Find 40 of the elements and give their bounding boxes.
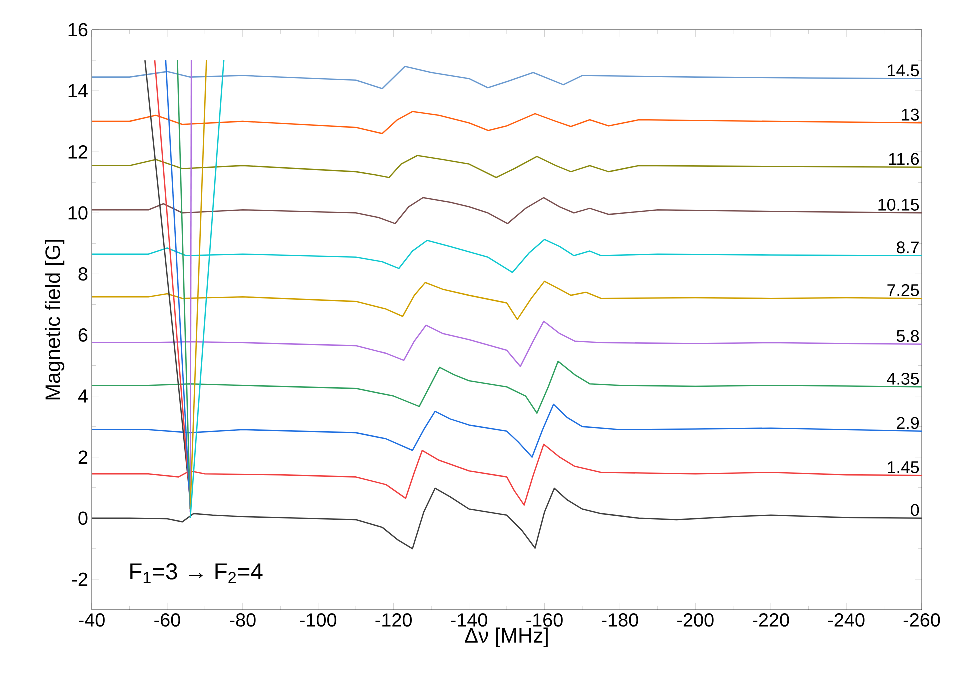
x-tick-label: -80 bbox=[230, 614, 256, 627]
series-label: 7.25 bbox=[888, 284, 920, 296]
series-label: 2.9 bbox=[897, 417, 920, 430]
x-tick-label: -260 bbox=[904, 614, 940, 627]
annotation: F$_{1}$=3 → F$_{2}$=4 bbox=[130, 564, 263, 584]
x-tick-label: -220 bbox=[752, 614, 790, 627]
series-label: 0 bbox=[911, 504, 920, 516]
y-tick-label: 8 bbox=[78, 267, 88, 281]
series-label: 1.45 bbox=[888, 462, 920, 474]
y-tick-label: 4 bbox=[78, 390, 88, 403]
series-label: 4.35 bbox=[887, 372, 920, 385]
x-tick-label: -140 bbox=[451, 614, 488, 627]
x-tick-label: -60 bbox=[154, 614, 180, 627]
x-tick-label: -40 bbox=[79, 614, 105, 627]
line-series bbox=[92, 488, 922, 550]
x-tick-label: -120 bbox=[376, 614, 412, 627]
x-axis-title: Δν [MHz] bbox=[465, 628, 548, 648]
series-label: 13 bbox=[902, 108, 920, 121]
x-tick-label: -160 bbox=[526, 614, 563, 627]
x-tick-label: -100 bbox=[300, 614, 337, 627]
y-tick-label: 0 bbox=[78, 512, 88, 526]
series-label: 11.6 bbox=[889, 153, 920, 166]
line-series bbox=[92, 66, 922, 90]
series-label: 10.15 bbox=[878, 198, 920, 211]
y-axis-title: Magnetic field [G] bbox=[45, 240, 65, 400]
y-tick-label: -2 bbox=[72, 572, 88, 586]
x-tick-label: -180 bbox=[602, 614, 638, 627]
y-tick-label: 2 bbox=[78, 450, 88, 464]
y-tick-label: 12 bbox=[68, 145, 88, 159]
series-label: 5.8 bbox=[896, 330, 920, 342]
series-label: 14.5 bbox=[888, 64, 920, 77]
x-tick-label: -200 bbox=[678, 614, 714, 627]
line-series bbox=[92, 197, 922, 224]
x-tick-label: -240 bbox=[828, 614, 865, 627]
series-label: 8.7 bbox=[896, 242, 919, 254]
line-series bbox=[92, 155, 922, 178]
y-tick-label: 10 bbox=[68, 206, 88, 220]
y-tick-label: 16 bbox=[68, 23, 88, 37]
y-tick-label: 14 bbox=[68, 84, 88, 98]
y-tick-label: 6 bbox=[78, 328, 88, 342]
